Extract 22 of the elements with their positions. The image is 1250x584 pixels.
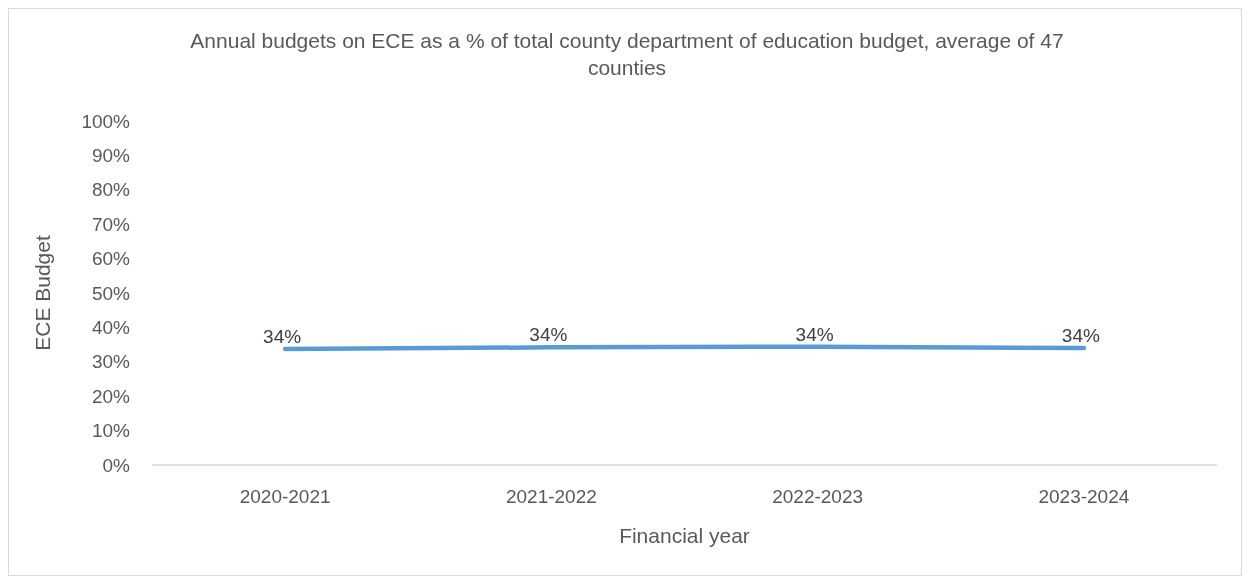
y-tick-label: 40% xyxy=(91,317,131,339)
data-label: 34% xyxy=(529,324,568,346)
y-tick-label: 80% xyxy=(91,179,131,201)
x-tick-label: 2023-2024 xyxy=(1038,486,1130,507)
x-axis-title: Financial year xyxy=(619,524,750,547)
y-tick-label: 0% xyxy=(102,454,131,476)
y-tick-label: 90% xyxy=(91,145,131,167)
y-tick-label: 30% xyxy=(91,351,131,373)
chart-title: Annual budgets on ECE as a % of total county department of education budget, average of 47 counties xyxy=(190,29,1064,79)
data-label: 34% xyxy=(263,326,302,348)
y-tick-label: 60% xyxy=(91,248,131,270)
y-axis-title: ECE Budget xyxy=(31,235,54,351)
y-tick-label: 20% xyxy=(91,385,131,407)
data-label: 34% xyxy=(1061,325,1100,347)
y-tick-label: 70% xyxy=(91,213,131,235)
x-tick-label: 2020-2021 xyxy=(239,486,331,507)
data-label: 34% xyxy=(795,323,834,345)
y-tick-label: 50% xyxy=(91,282,131,304)
y-tick-label: 10% xyxy=(91,420,131,442)
y-tick-label: 100% xyxy=(81,110,131,132)
x-tick-label: 2022-2023 xyxy=(772,486,864,507)
x-tick-label: 2021-2022 xyxy=(505,486,597,507)
